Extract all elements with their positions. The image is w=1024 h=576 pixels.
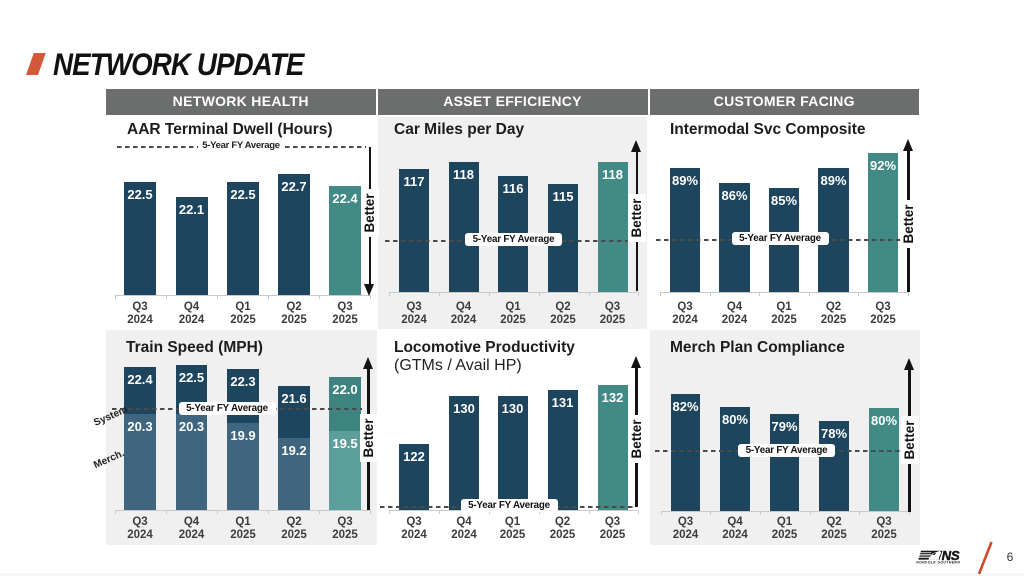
svg-text:NORFOLK SOUTHERN: NORFOLK SOUTHERN (916, 561, 960, 565)
svg-text:NS: NS (942, 548, 960, 563)
